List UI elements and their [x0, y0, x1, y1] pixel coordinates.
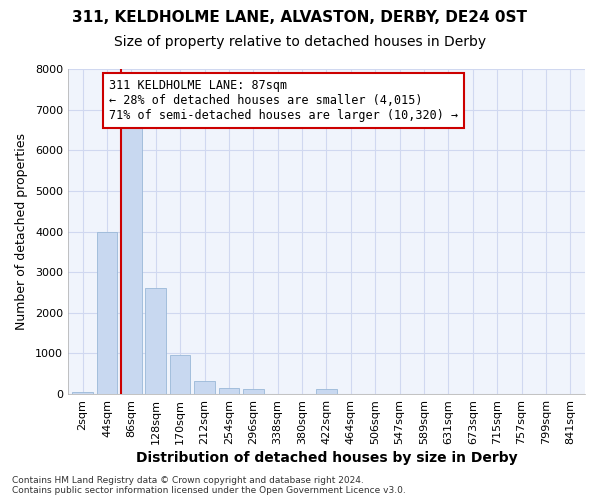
Text: 311 KELDHOLME LANE: 87sqm
← 28% of detached houses are smaller (4,015)
71% of se: 311 KELDHOLME LANE: 87sqm ← 28% of detac…: [109, 79, 458, 122]
X-axis label: Distribution of detached houses by size in Derby: Distribution of detached houses by size …: [136, 451, 517, 465]
Bar: [170, 356, 190, 394]
Bar: [121, 128, 142, 394]
Bar: [243, 389, 263, 394]
Bar: [145, 288, 166, 394]
Text: Contains HM Land Registry data © Crown copyright and database right 2024.
Contai: Contains HM Land Registry data © Crown c…: [12, 476, 406, 495]
Text: Size of property relative to detached houses in Derby: Size of property relative to detached ho…: [114, 35, 486, 49]
Bar: [72, 392, 93, 394]
Bar: [316, 389, 337, 394]
Bar: [218, 388, 239, 394]
Bar: [194, 380, 215, 394]
Y-axis label: Number of detached properties: Number of detached properties: [15, 133, 28, 330]
Text: 311, KELDHOLME LANE, ALVASTON, DERBY, DE24 0ST: 311, KELDHOLME LANE, ALVASTON, DERBY, DE…: [73, 10, 527, 25]
Bar: [97, 232, 118, 394]
